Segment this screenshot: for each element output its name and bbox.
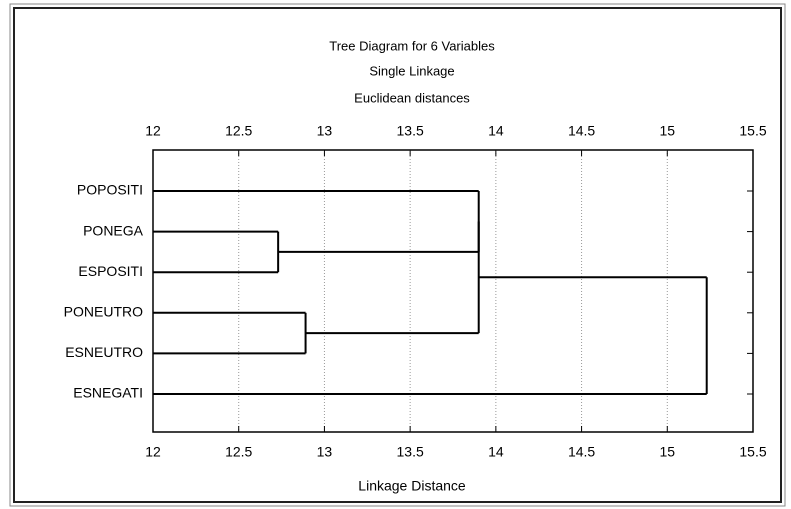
- x-tick-label-bottom: 14.5: [568, 444, 595, 460]
- y-tick-label: ESPOSITI: [78, 263, 143, 279]
- x-tick-label-top: 12.5: [225, 123, 252, 139]
- x-tick-label-bottom: 13: [317, 444, 333, 460]
- inner-frame: [13, 7, 782, 503]
- outer-frame: [9, 3, 786, 507]
- y-tick-label: PONEGA: [83, 222, 144, 238]
- y-tick-label: POPOSITI: [77, 182, 143, 198]
- y-tick-label: ESNEUTRO: [65, 344, 143, 360]
- x-tick-label-top: 15.5: [739, 123, 766, 139]
- x-tick-label-bottom: 12.5: [225, 444, 252, 460]
- x-tick-label-bottom: 13.5: [397, 444, 424, 460]
- plot-frame: [152, 149, 754, 433]
- chart-metric: Euclidean distances: [354, 90, 470, 105]
- chart-title: Tree Diagram for 6 Variables: [329, 38, 495, 53]
- x-tick-label-bottom: 14: [488, 444, 504, 460]
- x-tick-label-top: 12: [145, 123, 161, 139]
- x-tick-label-top: 15: [659, 123, 675, 139]
- y-tick-label: ESNEGATI: [73, 385, 143, 401]
- x-tick-label-top: 13: [317, 123, 333, 139]
- x-tick-label-bottom: 15.5: [739, 444, 766, 460]
- x-tick-label-top: 14: [488, 123, 504, 139]
- x-axis-label: Linkage Distance: [358, 478, 466, 494]
- x-tick-label-bottom: 15: [659, 444, 675, 460]
- chart-subtitle: Single Linkage: [369, 63, 454, 78]
- x-tick-label-top: 14.5: [568, 123, 595, 139]
- x-tick-label-top: 13.5: [397, 123, 424, 139]
- y-tick-label: PONEUTRO: [64, 304, 143, 320]
- x-tick-label-bottom: 12: [145, 444, 161, 460]
